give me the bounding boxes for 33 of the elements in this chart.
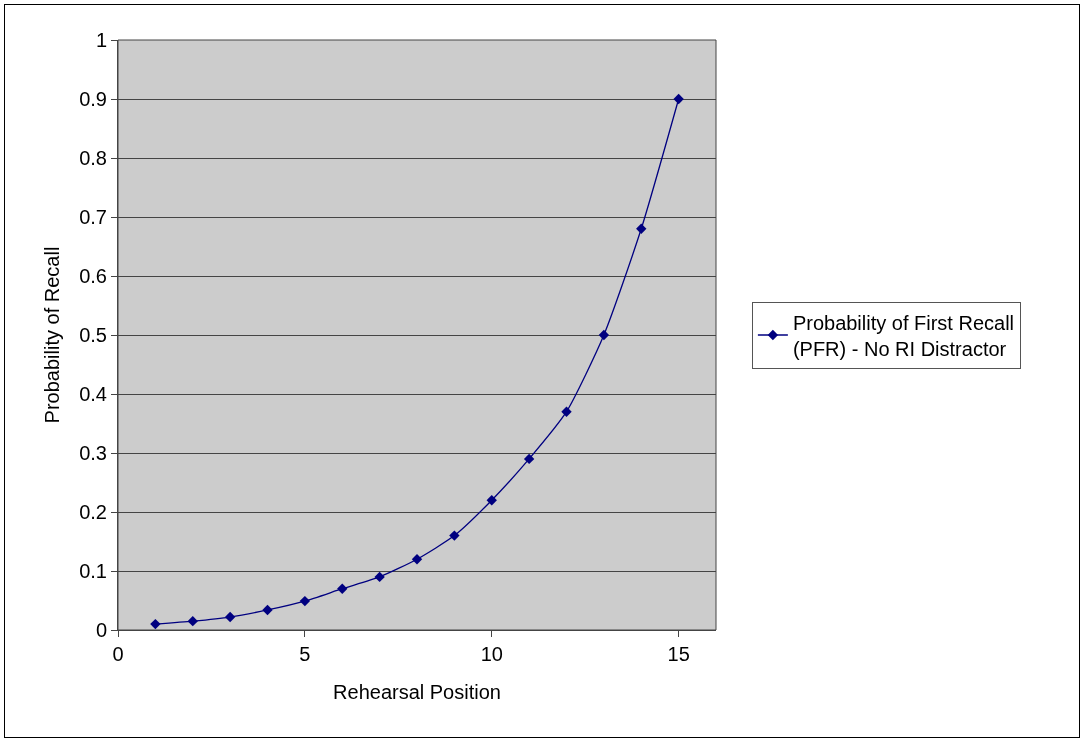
point bbox=[486, 495, 497, 506]
y-tick-label: 0.8 bbox=[79, 147, 107, 169]
point bbox=[636, 223, 647, 234]
point bbox=[523, 453, 535, 465]
point bbox=[598, 329, 610, 341]
point bbox=[449, 530, 460, 541]
x-tick-label: 10 bbox=[480, 643, 503, 665]
point bbox=[337, 583, 348, 594]
point bbox=[299, 595, 311, 607]
legend-label: Probability of First Recall (PFR) - No RI Distractor bbox=[792, 311, 1015, 360]
y-tick-label: 0.4 bbox=[79, 383, 107, 405]
x-tick-label: 5 bbox=[299, 643, 311, 665]
y-tick-label: 0 bbox=[95, 619, 107, 641]
y-tick-label: 0.5 bbox=[79, 324, 107, 346]
y-tick-label: 0.3 bbox=[79, 442, 107, 464]
x-tick-label: 15 bbox=[667, 643, 690, 665]
point bbox=[561, 406, 572, 417]
point bbox=[673, 93, 684, 105]
y-tick-label: 0.6 bbox=[79, 265, 107, 287]
point bbox=[224, 611, 236, 623]
point bbox=[187, 615, 198, 627]
y-tick-label: 0.1 bbox=[79, 560, 107, 582]
point bbox=[150, 618, 161, 630]
x-axis-title: Rehearsal Position bbox=[333, 680, 501, 703]
point bbox=[411, 554, 423, 565]
y-tick-label: 1 bbox=[95, 29, 107, 51]
point bbox=[374, 571, 385, 583]
point bbox=[262, 604, 273, 616]
y-tick-label: 0.2 bbox=[79, 501, 107, 523]
y-axis-title: Probability of Recall bbox=[40, 246, 63, 424]
y-tick-label: 0.9 bbox=[79, 88, 107, 110]
x-tick-label: 0 bbox=[112, 643, 124, 665]
y-tick-label: 0.7 bbox=[79, 206, 107, 228]
